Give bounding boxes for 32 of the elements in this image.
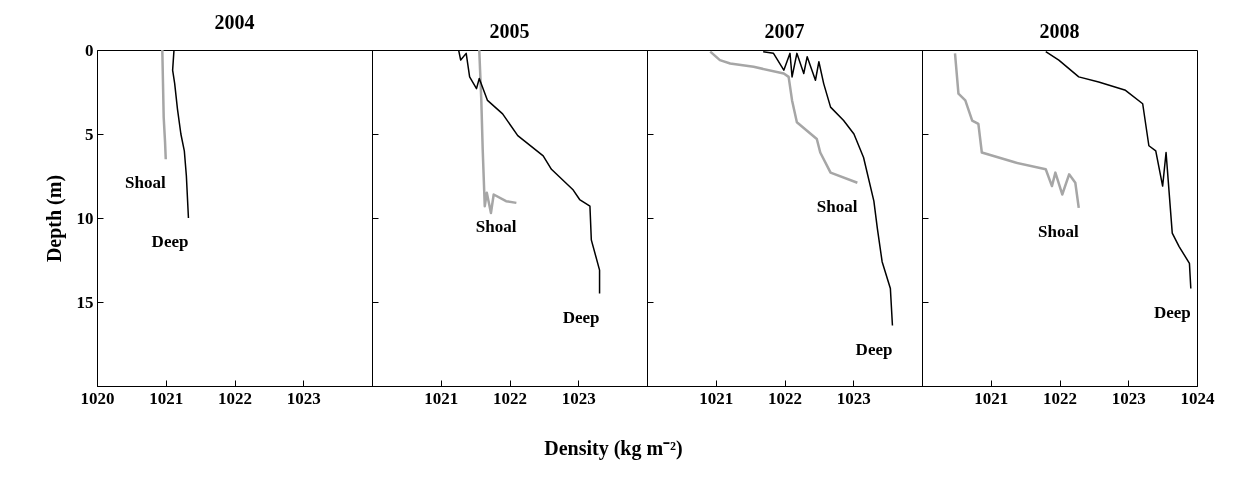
x-tick-label: 1020 bbox=[80, 388, 115, 408]
x-tick-label: 1023 bbox=[286, 388, 321, 408]
x-tick-label: 1022 bbox=[768, 388, 802, 408]
y-tick-label: 0 bbox=[85, 40, 94, 60]
series-label: Shoal bbox=[1038, 221, 1080, 241]
y-tick-label: 5 bbox=[85, 124, 94, 144]
y-tick-label: 15 bbox=[76, 292, 94, 312]
series-label: Shoal bbox=[125, 173, 167, 193]
x-tick-label: 1022 bbox=[493, 388, 527, 408]
x-tick-label: 1022 bbox=[1043, 388, 1077, 408]
x-tick-label: 1023 bbox=[561, 388, 596, 408]
chart-title: 2007 bbox=[764, 19, 805, 42]
series-label: Deep bbox=[151, 232, 189, 251]
x-tick-label: 1023 bbox=[1111, 388, 1146, 408]
x-tick-label: 1024 bbox=[1180, 388, 1215, 408]
series-label: Shoal bbox=[816, 196, 858, 216]
x-tick-label: 1022 bbox=[218, 388, 252, 408]
x-tick-label: 1021 bbox=[699, 388, 734, 408]
series-label: Deep bbox=[855, 339, 893, 359]
x-tick-label: 1021 bbox=[149, 388, 184, 408]
y-tick-label: 10 bbox=[76, 208, 94, 228]
chart-title: 2008 bbox=[1039, 19, 1080, 42]
chart-title: 2005 bbox=[489, 19, 530, 42]
series-label: Shoal bbox=[475, 216, 517, 236]
chart-title: 2004 bbox=[214, 11, 255, 33]
y-axis-title: Depth (m) bbox=[42, 174, 66, 263]
x-tick-label: 1023 bbox=[836, 388, 871, 408]
series-label: Deep bbox=[1153, 302, 1191, 322]
x-tick-label: 1021 bbox=[974, 388, 1009, 408]
series-label: Deep bbox=[562, 307, 600, 327]
x-axis-title: Density (kg m⁻²) bbox=[544, 436, 683, 460]
x-tick-label: 1021 bbox=[424, 388, 459, 408]
